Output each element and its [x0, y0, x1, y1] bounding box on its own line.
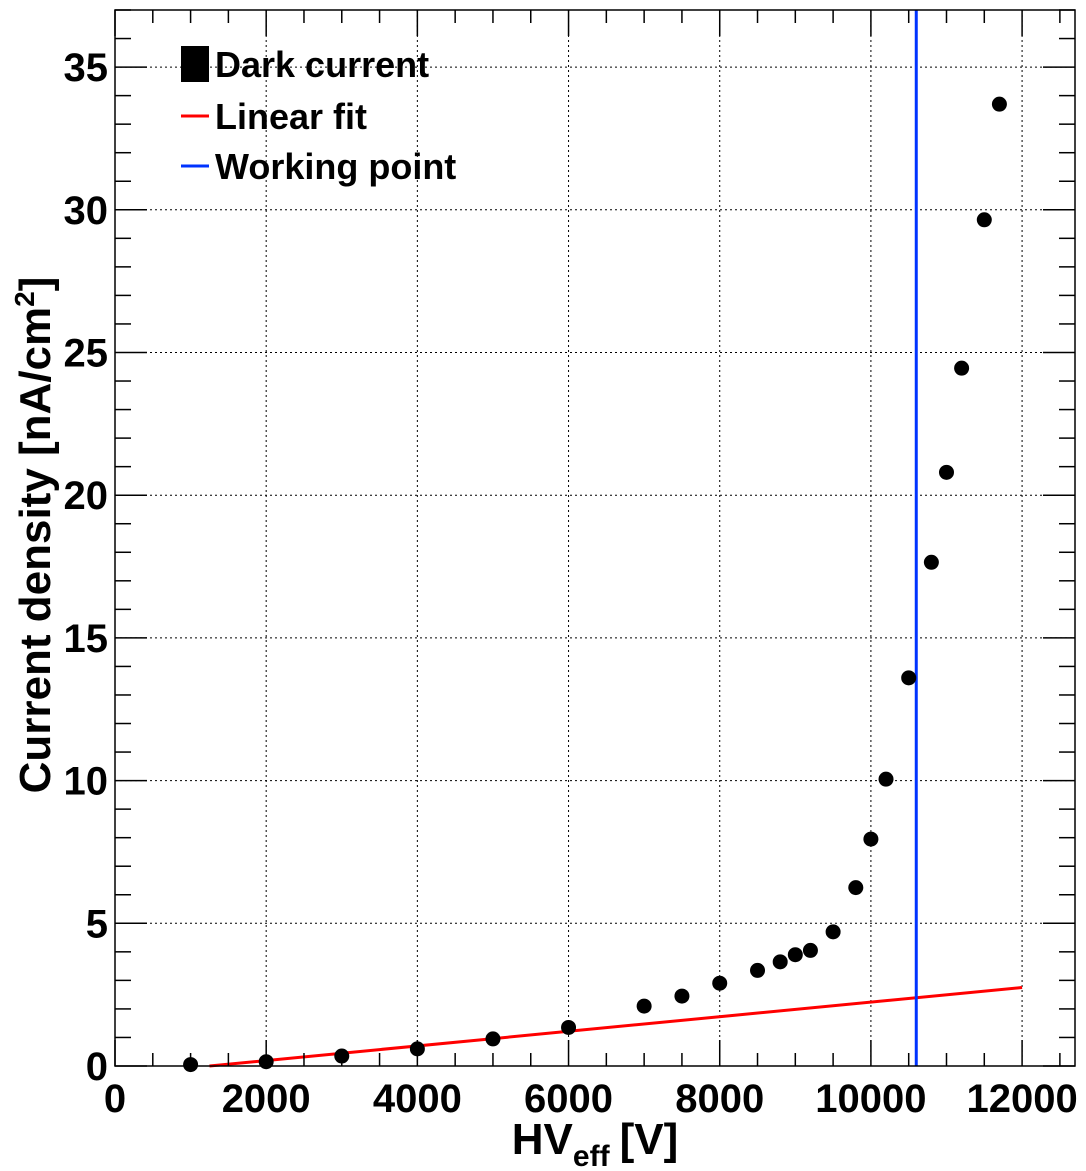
data-point [561, 1019, 577, 1035]
y-tick-label: 5 [86, 902, 108, 946]
x-tick-label: 10000 [815, 1077, 926, 1121]
data-point [712, 975, 728, 991]
linear-fit-line [209, 986, 1023, 1068]
data-point [938, 464, 954, 480]
tick-labels: 0 2000 4000 6000 8000 10000 12000 0 5 10 15 20 25 30 3… [64, 46, 1078, 1121]
data-point [787, 947, 803, 963]
linear-fit-layer [209, 986, 1023, 1068]
x-tick-label: 12000 [966, 1077, 1077, 1121]
legend-label: Working point [215, 146, 456, 187]
x-tick-label: 2000 [222, 1077, 311, 1121]
y-tick-label: 35 [64, 46, 109, 90]
y-tick-label: 15 [64, 617, 109, 661]
data-points [183, 96, 1007, 1073]
x-tick-label: 4000 [373, 1077, 462, 1121]
y-tick-label: 25 [64, 331, 109, 375]
y-tick-label: 10 [64, 760, 109, 804]
data-point [825, 924, 841, 940]
data-point [636, 998, 652, 1014]
legend-label: Dark current [215, 44, 429, 85]
data-point [878, 771, 894, 787]
y-tick-label: 0 [86, 1045, 108, 1089]
data-point [848, 880, 864, 896]
data-point [772, 954, 788, 970]
legend-swatch-dark-current [181, 46, 209, 82]
data-point [991, 96, 1007, 112]
y-axis-title: Current density [nA/cm2] [9, 277, 60, 794]
axes [114, 9, 1076, 1067]
legend-label: Linear fit [215, 96, 367, 137]
data-point [802, 942, 818, 958]
data-point [923, 554, 939, 570]
data-point [674, 988, 690, 1004]
x-tick-label: 0 [104, 1077, 126, 1121]
plot-frame [114, 9, 1076, 1067]
data-point [901, 670, 917, 686]
data-point [976, 212, 992, 228]
data-point [863, 831, 879, 847]
data-point [750, 962, 766, 978]
x-axis-title: HVeff [V] [512, 1115, 678, 1171]
data-point [485, 1031, 501, 1047]
y-tick-label: 30 [64, 189, 109, 233]
data-point [954, 360, 970, 376]
legend: Dark current Linear fit Working point [181, 44, 456, 187]
x-tick-label: 8000 [675, 1077, 764, 1121]
x-tick-label: 6000 [524, 1077, 613, 1121]
y-tick-label: 20 [64, 474, 109, 518]
